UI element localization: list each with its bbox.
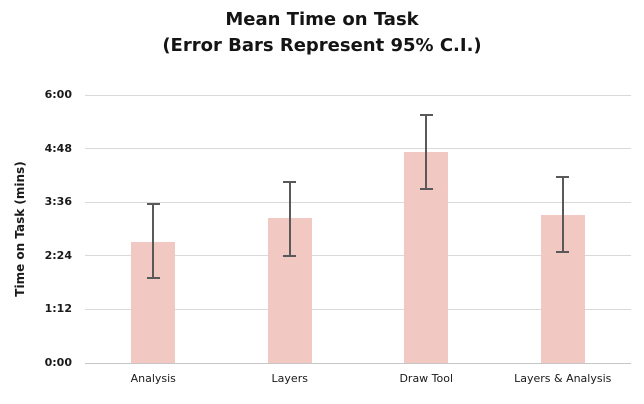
y-tick-label: 1:12: [44, 302, 72, 316]
error-bar-cap-bottom: [419, 187, 433, 190]
error-bar-cap-top: [556, 176, 570, 179]
error-bar-cap-top: [419, 113, 433, 116]
y-gridline: [85, 94, 631, 96]
error-bar-cap-bottom: [283, 254, 297, 257]
plot-area: [85, 94, 631, 364]
x-category-label: Draw Tool: [399, 372, 454, 385]
x-category-label: Analysis: [130, 372, 176, 385]
y-tick-label: 4:48: [44, 141, 72, 155]
error-bar-cap-bottom: [146, 276, 160, 279]
error-bar-line: [152, 202, 155, 279]
y-gridline: [85, 308, 631, 310]
error-bar-line: [425, 113, 428, 190]
chart-title-block: Mean Time on Task (Error Bars Represent …: [0, 7, 644, 58]
y-tick-label: 6:00: [44, 88, 72, 101]
y-tick-label: 3:36: [44, 195, 72, 209]
y-tick-label: 0:00: [44, 356, 72, 369]
error-bar-line: [561, 176, 564, 253]
error-bar: [556, 176, 570, 253]
y-tick-label: 2:24: [44, 248, 72, 262]
x-axis-line: [85, 362, 631, 364]
chart-subtitle: (Error Bars Represent 95% C.I.): [162, 34, 482, 56]
x-category-label: Layers: [271, 372, 308, 385]
chart-title: Mean Time on Task: [225, 9, 419, 30]
y-axis-title: Time on Task (mins): [13, 161, 27, 297]
y-gridline: [85, 201, 631, 203]
error-bar-cap-top: [283, 180, 297, 183]
error-bar-cap-bottom: [556, 250, 570, 253]
error-bar: [419, 113, 433, 190]
error-bar-line: [288, 180, 291, 257]
x-category-label: Layers & Analysis: [514, 372, 612, 385]
error-bar-cap-top: [146, 202, 160, 205]
error-bar: [283, 180, 297, 257]
y-gridline: [85, 148, 631, 150]
y-gridline: [85, 255, 631, 257]
error-bar: [146, 202, 160, 279]
